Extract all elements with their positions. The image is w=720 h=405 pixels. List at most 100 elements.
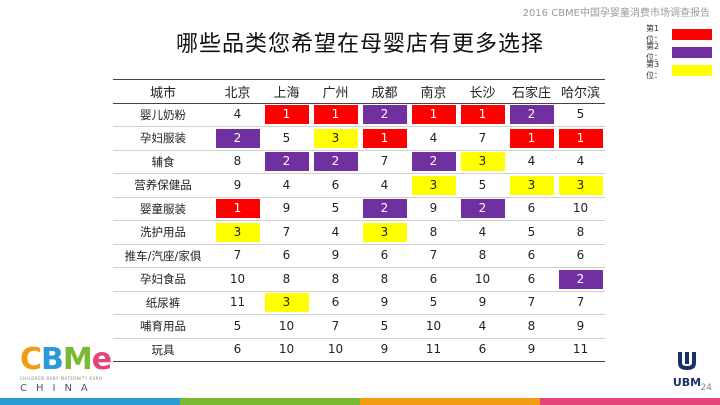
rank-cell: 1 <box>213 197 262 221</box>
rank-value: 9 <box>233 177 242 192</box>
rank-value: 10 <box>572 201 589 216</box>
rank-value: 6 <box>527 201 536 216</box>
rank-value: 6 <box>527 271 536 286</box>
rank-value: 4 <box>478 318 487 333</box>
cbme-logo-wordmark: CBMe <box>20 342 112 377</box>
cbme-china-logo: CBMe CHILDREN BABY MATERNITY EXPO CHINA <box>20 345 130 395</box>
rank-cell: 5 <box>360 314 409 339</box>
rank-value: 2 <box>558 269 603 289</box>
rank-value: 4 <box>233 107 242 122</box>
rank-cell: 9 <box>360 338 409 362</box>
rank-cell: 7 <box>409 244 458 268</box>
rank-cell: 9 <box>262 197 311 221</box>
bottom-bar-segment <box>0 398 180 405</box>
rank-cell: 5 <box>409 291 458 315</box>
table-row: 婴童服装 1 9 5 2 9 2 6 10 <box>113 197 605 221</box>
rank-value: 2 <box>264 152 309 172</box>
rank-cell: 11 <box>409 338 458 362</box>
rank-value: 1 <box>460 105 505 125</box>
rank-value: 10 <box>278 342 295 357</box>
rank-value: 7 <box>380 154 389 169</box>
rank-cell: 6 <box>556 244 605 268</box>
category-label: 营养保健品 <box>113 173 213 198</box>
rank-value: 6 <box>380 248 389 263</box>
rank-value: 3 <box>509 175 554 195</box>
rank-cell: 7 <box>507 291 556 315</box>
category-label: 玩具 <box>113 338 213 362</box>
table-row: 洗护用品 3 7 4 3 8 4 5 8 <box>113 220 605 245</box>
rank-value: 10 <box>425 318 442 333</box>
rank-cell: 3 <box>213 220 262 245</box>
rank-value: 9 <box>576 318 585 333</box>
city-header: 成都 <box>360 79 409 104</box>
legend-label: 第3位： <box>646 60 662 80</box>
rank-cell: 2 <box>213 126 262 151</box>
legend-label: 第1位： <box>646 24 662 44</box>
rank-cell: 6 <box>213 338 262 362</box>
cbme-logo-tagline: CHILDREN BABY MATERNITY EXPO <box>20 376 103 381</box>
ubm-logo: UBM <box>669 350 705 389</box>
rank-cell: 9 <box>360 291 409 315</box>
category-ranking-table: 城市 北京 上海 广州 成都 南京 长沙 石家庄 哈尔滨 婴儿奶粉 4 1 1 2 1 1 2 5 孕妇服装 2 5… <box>113 79 605 362</box>
rank-value: 11 <box>425 342 442 357</box>
rank-value: 11 <box>572 342 589 357</box>
rank-value: 5 <box>478 177 487 192</box>
rank-value: 7 <box>233 248 242 263</box>
rank-cell: 6 <box>507 267 556 292</box>
rank-value: 8 <box>429 224 438 239</box>
rank-value: 6 <box>282 248 291 263</box>
legend-item: 第3位： <box>646 60 712 80</box>
table-row: 辅食 8 2 2 7 2 3 4 4 <box>113 150 605 174</box>
city-header: 广州 <box>311 79 360 104</box>
rank-value: 8 <box>527 318 536 333</box>
rank-value: 9 <box>380 342 389 357</box>
ubm-emblem-icon <box>678 352 696 370</box>
category-label: 推车/汽座/家俱 <box>113 244 213 268</box>
rank-value: 1 <box>313 105 358 125</box>
rank-value: 2 <box>362 199 407 219</box>
rank-cell: 7 <box>360 150 409 174</box>
bottom-color-bar <box>0 398 720 405</box>
rank-value: 8 <box>331 271 340 286</box>
rank-cell: 7 <box>556 291 605 315</box>
rank-value: 2 <box>313 152 358 172</box>
rank-cell: 10 <box>458 267 507 292</box>
rank-cell: 4 <box>556 150 605 174</box>
rank-cell: 3 <box>360 220 409 245</box>
table-row: 推车/汽座/家俱 7 6 9 6 7 8 6 6 <box>113 244 605 268</box>
rank-value: 4 <box>331 224 340 239</box>
rank-cell: 10 <box>409 314 458 339</box>
rank-cell: 6 <box>311 291 360 315</box>
bottom-bar-segment <box>360 398 540 405</box>
city-column-header: 城市 <box>113 79 213 104</box>
rank-cell: 10 <box>311 338 360 362</box>
rank-value: 9 <box>478 295 487 310</box>
rank-value: 10 <box>229 271 246 286</box>
table-row: 哺育用品 5 10 7 5 10 4 8 9 <box>113 314 605 339</box>
rank-cell: 6 <box>507 197 556 221</box>
rank-value: 8 <box>380 271 389 286</box>
rank-value: 6 <box>576 248 585 263</box>
rank-cell: 2 <box>311 150 360 174</box>
rank-cell: 2 <box>556 267 605 292</box>
rank-value: 9 <box>380 295 389 310</box>
rank-value: 3 <box>362 222 407 242</box>
rank-value: 6 <box>233 342 242 357</box>
rank-cell: 10 <box>262 338 311 362</box>
rank-value: 9 <box>429 201 438 216</box>
rank-cell: 5 <box>311 197 360 221</box>
rank-cell: 5 <box>507 220 556 245</box>
rank-value: 7 <box>576 295 585 310</box>
rank-cell: 9 <box>213 173 262 198</box>
rank-value: 3 <box>460 152 505 172</box>
rank-value: 5 <box>576 107 585 122</box>
rank-cell: 11 <box>213 291 262 315</box>
slide-title: 哪些品类您希望在母婴店有更多选择 <box>175 32 544 57</box>
rank-cell: 8 <box>507 314 556 339</box>
city-header: 哈尔滨 <box>556 79 605 104</box>
rank-value: 9 <box>527 342 536 357</box>
rank-cell: 3 <box>507 173 556 198</box>
legend-swatch <box>672 46 712 58</box>
legend-item: 第1位： <box>646 24 712 44</box>
rank-cell: 3 <box>458 150 507 174</box>
